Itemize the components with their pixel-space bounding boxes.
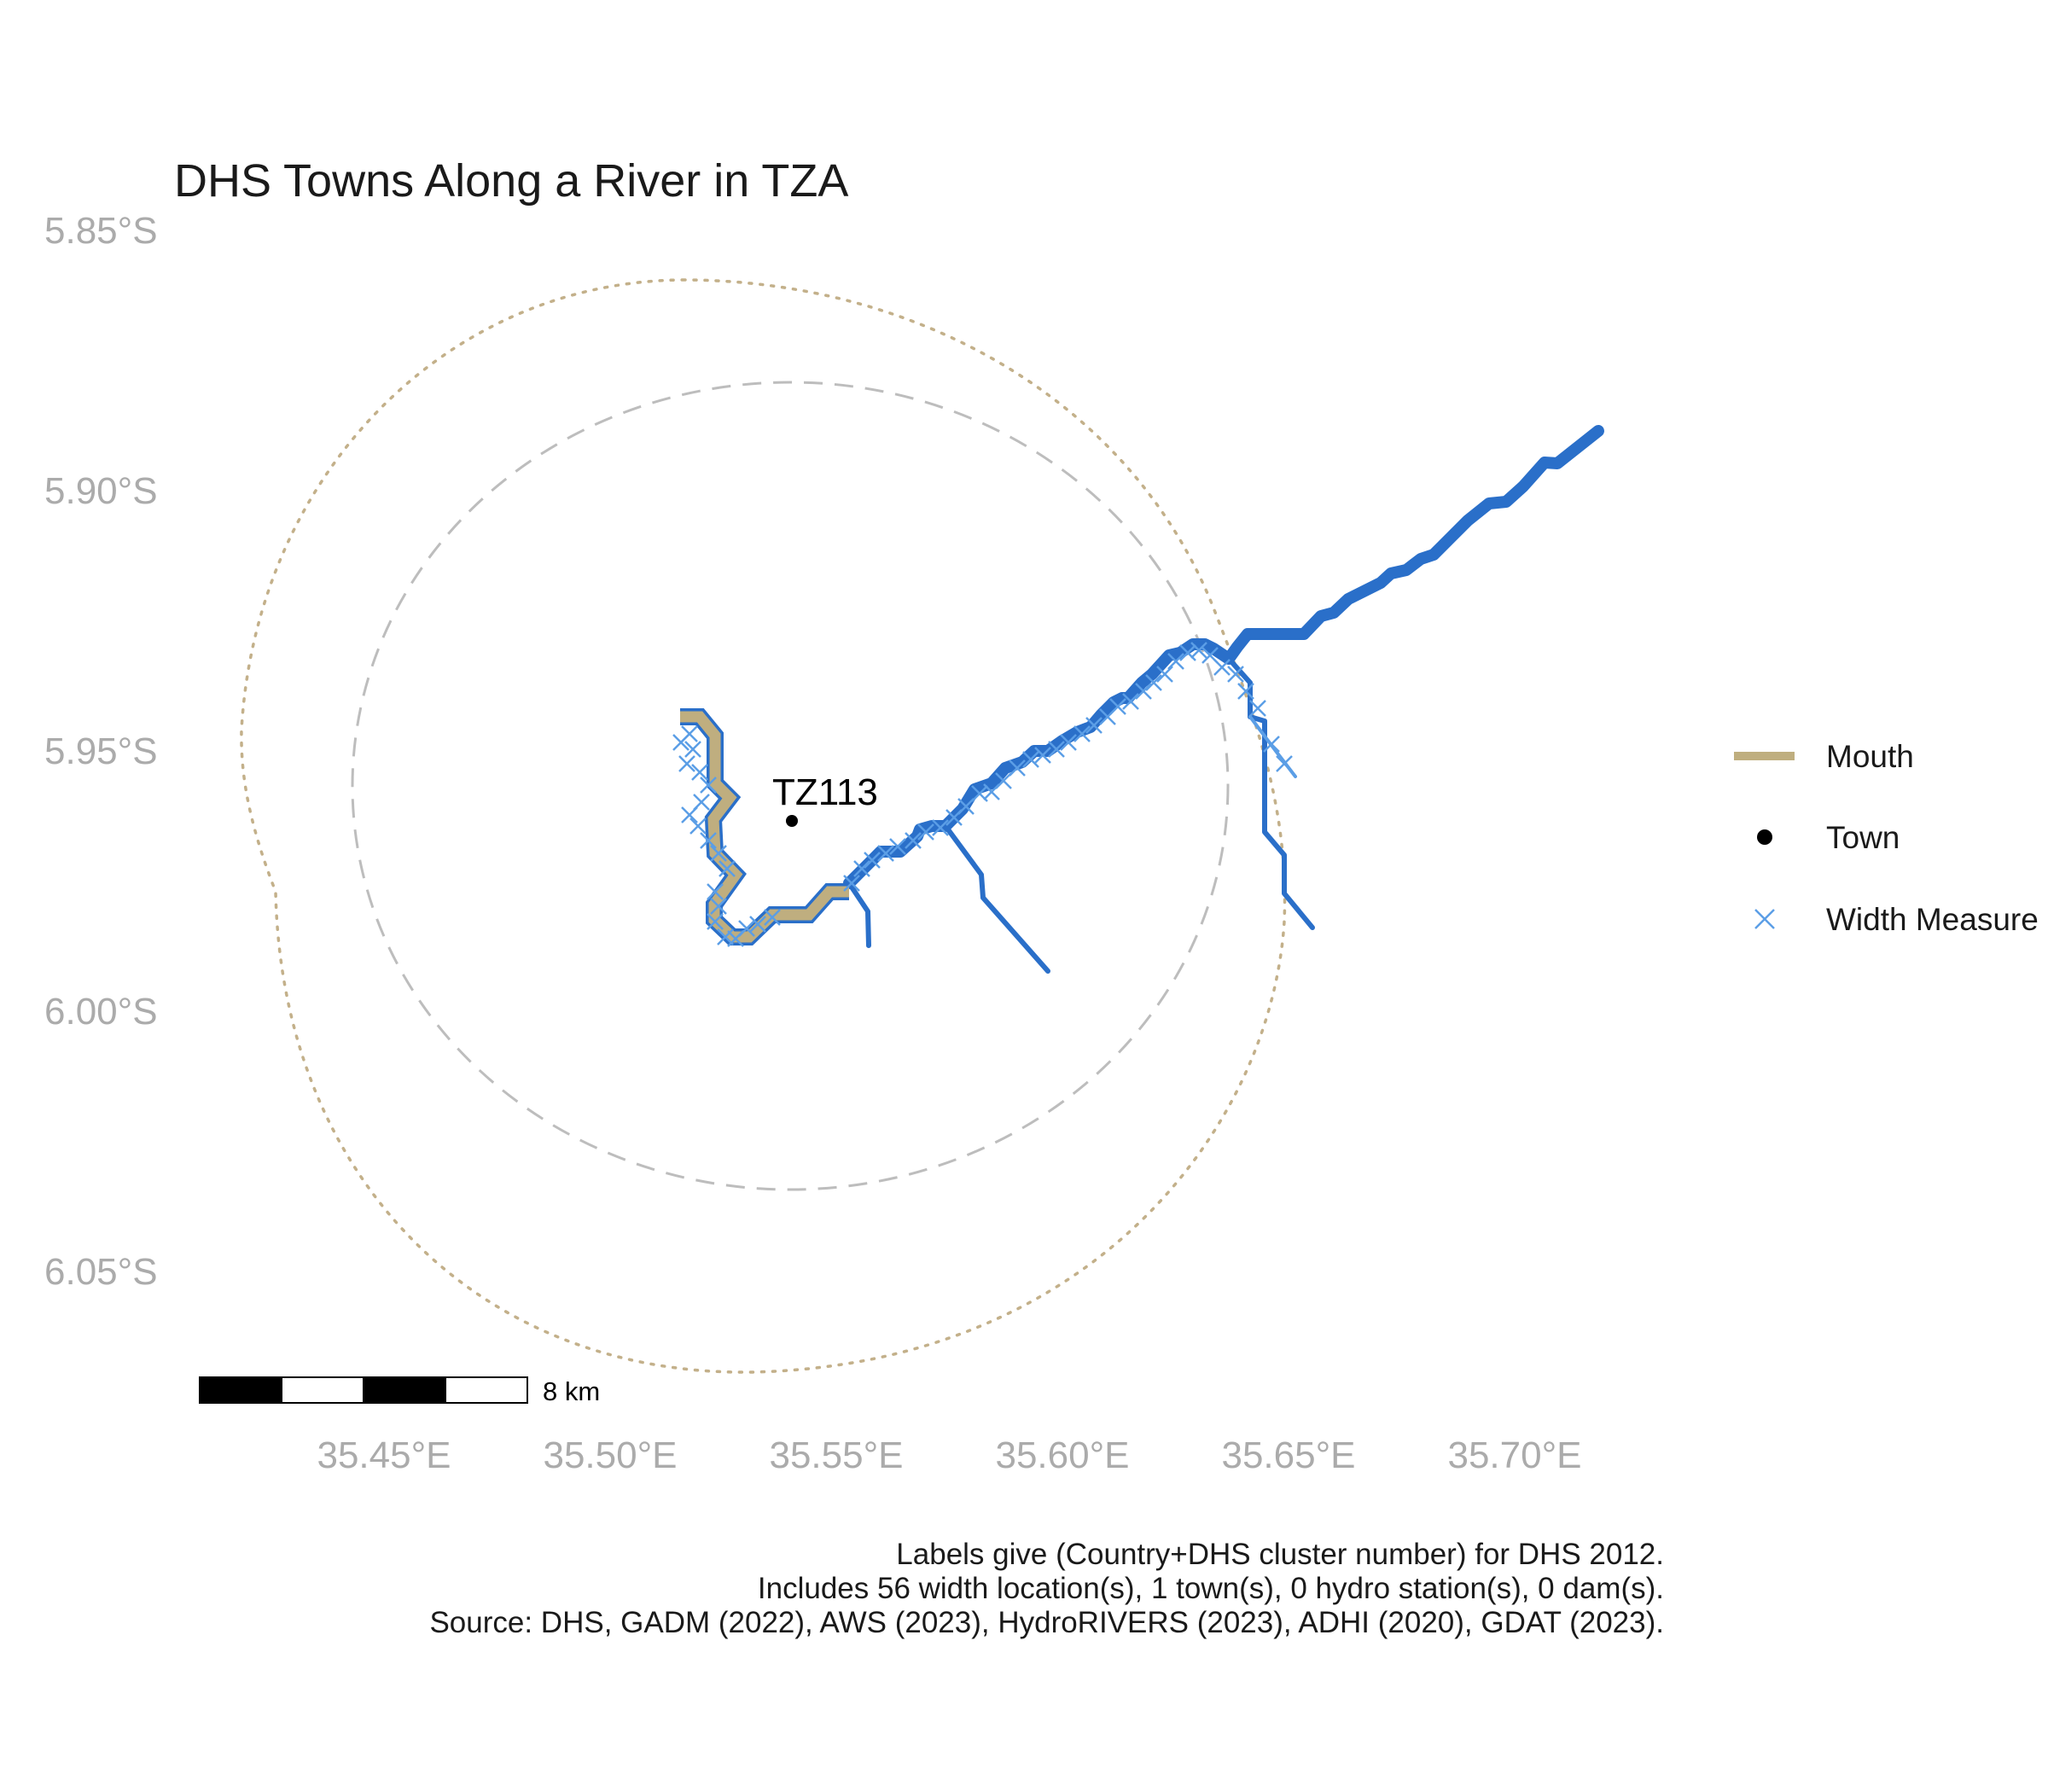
width-measure-marker <box>1048 741 1065 758</box>
inner-buffer-dashed <box>351 381 1230 1191</box>
width-measure-marker <box>1190 642 1207 659</box>
width-measure-marker <box>681 806 698 823</box>
y-axis: 5.85°S 5.90°S 5.95°S 6.00°S 6.05°S <box>44 210 158 1293</box>
width-measure-marker <box>1156 666 1173 683</box>
width-measure-marker <box>717 928 734 945</box>
y-tick-label: 6.05°S <box>44 1251 158 1293</box>
x-axis: 35.45°E 35.50°E 35.55°E 35.60°E 35.65°E … <box>317 1434 1581 1476</box>
width-measure-marker <box>691 764 708 781</box>
x-tick-label: 35.55°E <box>769 1434 903 1476</box>
width-measure-marker <box>1213 659 1231 676</box>
y-tick-label: 5.95°S <box>44 730 158 772</box>
y-tick-label: 5.85°S <box>44 210 158 252</box>
tributary-southwest <box>847 881 871 948</box>
outer-buffer-dotted <box>240 278 1287 1374</box>
width-measure-marker <box>707 913 724 930</box>
width-measure-marker <box>905 832 922 849</box>
width-measure-marker <box>917 823 934 841</box>
width-measure-marker <box>719 860 736 877</box>
width-cross-icon <box>1754 909 1775 929</box>
caption-line-3: Source: DHS, GADM (2022), AWS (2023), Hy… <box>429 1606 1664 1639</box>
width-measure-marker <box>700 777 717 794</box>
width-measure-marker <box>843 875 860 892</box>
width-measure-marker <box>1227 666 1244 683</box>
width-measure-markers <box>672 642 1293 947</box>
width-measure-marker <box>853 860 870 877</box>
tributary-south <box>943 823 1050 974</box>
width-measure-marker <box>1085 717 1103 734</box>
width-measure-marker <box>932 819 949 836</box>
width-measure-marker <box>700 832 717 849</box>
legend-label-mouth: Mouth <box>1826 739 1914 774</box>
scale-bar: 8 km <box>199 1376 600 1406</box>
width-measure-marker <box>707 883 724 900</box>
width-measure-marker <box>1145 674 1162 691</box>
width-measure-marker <box>681 725 698 742</box>
town-dot-icon <box>1757 829 1772 845</box>
width-measure-marker <box>710 845 727 862</box>
town-dot <box>786 815 798 827</box>
width-measure-marker <box>1237 683 1254 700</box>
x-tick-label: 35.45°E <box>317 1434 451 1476</box>
caption-line-2: Includes 56 width location(s), 1 town(s)… <box>758 1572 1664 1605</box>
width-measure-marker <box>877 845 894 862</box>
river-mouth-fill <box>680 711 849 943</box>
width-measure-marker <box>1135 683 1152 700</box>
map-title: DHS Towns Along a River in TZA <box>174 155 848 207</box>
width-measure-marker <box>864 852 881 869</box>
y-tick-label: 5.90°S <box>44 470 158 512</box>
width-measure-marker <box>957 798 975 815</box>
legend: Mouth Town Width Measure <box>1734 739 2039 937</box>
town-label: TZ113 <box>772 771 878 813</box>
tributary-east <box>1226 656 1315 930</box>
width-measure-marker <box>678 755 695 772</box>
width-measure-marker <box>1122 693 1139 710</box>
width-measure-marker <box>1009 759 1026 777</box>
scale-bar-label: 8 km <box>543 1376 600 1406</box>
legend-label-town: Town <box>1826 820 1900 855</box>
width-measure-marker <box>1276 755 1293 772</box>
width-measure-marker <box>1022 751 1039 768</box>
width-measure-marker <box>689 817 707 835</box>
caption: Labels give (Country+DHS cluster number)… <box>429 1538 1664 1639</box>
width-measure-marker <box>1249 700 1266 717</box>
width-measure-marker <box>889 838 906 855</box>
x-tick-label: 35.60°E <box>995 1434 1129 1476</box>
town-marker-group: TZ113 <box>772 771 878 827</box>
width-measure-marker <box>764 909 781 926</box>
width-measure-marker <box>995 772 1012 789</box>
width-measure-marker <box>1263 736 1280 753</box>
width-measure-marker <box>1073 725 1091 742</box>
width-measure-marker <box>710 898 727 915</box>
width-measure-marker <box>684 741 701 758</box>
x-tick-label: 35.65°E <box>1221 1434 1355 1476</box>
width-measure-marker <box>1167 653 1184 670</box>
width-measure-marker <box>1109 698 1126 715</box>
x-tick-label: 35.50°E <box>543 1434 677 1476</box>
x-tick-label: 35.70°E <box>1447 1434 1581 1476</box>
width-measure-marker <box>738 920 755 937</box>
width-measure-marker <box>749 916 766 933</box>
legend-label-width-measure: Width Measure <box>1826 902 2039 937</box>
river-tributaries <box>847 656 1315 974</box>
width-measure-marker <box>1060 734 1077 751</box>
caption-line-1: Labels give (Country+DHS cluster number)… <box>896 1538 1664 1571</box>
width-measure-marker <box>1034 747 1051 764</box>
y-tick-label: 6.00°S <box>44 991 158 1033</box>
width-measure-marker <box>1179 644 1196 661</box>
main-river <box>843 425 1604 889</box>
